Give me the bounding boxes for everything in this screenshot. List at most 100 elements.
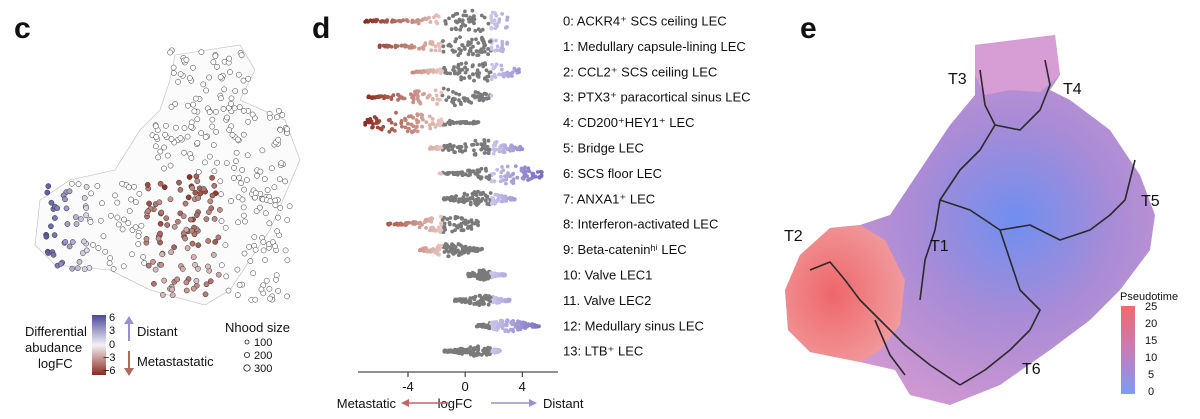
beeswarm-point [442,221,447,226]
beeswarm-point [474,37,478,42]
beeswarm-point [517,70,521,74]
category-label-0: 0: ACKR4⁺ SCS ceiling LEC [563,14,727,29]
beeswarm-point [488,295,493,300]
beeswarm-point [393,19,398,24]
beeswarm-point [477,71,482,75]
nhood-size-100: 100 [254,337,272,349]
beeswarm-point [410,70,415,75]
neighbourhood-point [171,244,177,251]
neighbourhood-point [231,105,238,112]
neighbourhood-point [238,52,245,59]
panel-c-letter: c [14,12,31,45]
neighbourhood-point [66,243,73,250]
beeswarm-point [480,246,484,251]
beeswarm-point [449,144,454,149]
beeswarm-point [402,43,407,48]
neighbourhood-point [241,88,248,95]
beeswarm-point [443,348,447,353]
beeswarm-point [499,193,504,198]
neighbourhood-point [83,184,90,190]
neighbourhood-point [224,114,230,121]
beeswarm-point [376,95,380,100]
beeswarm-point [463,9,467,14]
category-label-5: 5: Bridge LEC [563,141,644,156]
beeswarm-point [488,299,492,304]
metastatic-direction-label: Metastatic [337,396,397,411]
beeswarm-point [370,96,375,100]
beeswarm-point [533,323,537,328]
neighbourhood-point [58,261,64,267]
beeswarm-point [486,47,490,51]
neighbourhood-point [278,160,285,166]
category-label-1: 1: Medullary capsule-lining LEC [563,39,746,54]
beeswarm-point [409,129,414,134]
beeswarm-point [460,67,465,72]
beeswarm-point [461,220,466,225]
beeswarm-point [430,146,435,151]
neighbourhood-point [45,183,52,189]
beeswarm-point [409,92,413,97]
beeswarm-point [464,145,468,149]
neighbourhood-point [253,208,260,215]
beeswarm-point [518,324,523,328]
neighbourhood-point [95,245,102,251]
neighbourhood-point [252,190,259,196]
neighbourhood-point [168,103,175,110]
beeswarm-point [437,48,442,53]
beeswarm-point [457,47,461,51]
beeswarm-point [458,27,462,32]
beeswarm-point [399,222,403,227]
beeswarm-point [448,246,453,251]
beeswarm-point [428,69,433,73]
beeswarm-point [377,45,382,49]
beeswarm-point [516,319,520,324]
beeswarm-point [475,53,480,58]
neighbourhood-point [209,116,216,123]
beeswarm-point [439,117,443,122]
beeswarm-point [469,41,473,45]
beeswarm-point [473,249,478,254]
beeswarm-point [424,226,428,230]
neighbourhood-point [269,165,275,172]
pseudotime-legend-title: Pseudotime [1120,291,1178,303]
beeswarm-point [460,173,465,178]
beeswarm-point [407,126,411,131]
neighbourhood-point [252,246,259,253]
legend-title-line-1: Differential [25,324,87,339]
beeswarm-point [494,38,498,43]
beeswarm-point [505,41,509,46]
neighbourhood-point [267,114,273,121]
beeswarm-point [480,93,485,97]
beeswarm-point [469,227,474,231]
trajectory-t5 [939,159,1136,241]
beeswarm-point [502,272,507,277]
beeswarm-point [467,172,472,177]
beeswarm-point [399,95,404,100]
umap-early-region [785,225,905,362]
neighbourhood-point [167,49,174,56]
x-tick-label: 0 [462,379,469,394]
beeswarm-point [511,329,516,334]
beeswarm-point [453,26,458,31]
beeswarm-point [515,323,520,327]
beeswarm-point [469,218,474,223]
beeswarm-point [484,96,489,101]
trajectory-label-t5: T5 [1141,193,1160,210]
neighbourhood-point [195,265,201,272]
beeswarm-point [495,44,500,49]
colorbar-tick-6: 6 [109,312,115,324]
neighbourhood-point [74,265,81,271]
beeswarm-point [480,35,484,40]
neighbourhood-point [110,266,117,272]
neighbourhood-point [63,205,70,212]
beeswarm-point [471,142,476,147]
beeswarm-point [458,121,463,126]
beeswarm-point [531,172,536,176]
neighbourhood-point [271,184,278,191]
neighbourhood-point [252,296,259,303]
neighbourhood-point [232,88,239,94]
neighbourhood-point [145,208,151,214]
beeswarm-point [389,44,394,49]
beeswarm-point [488,39,493,44]
neighbourhood-point [212,53,219,59]
